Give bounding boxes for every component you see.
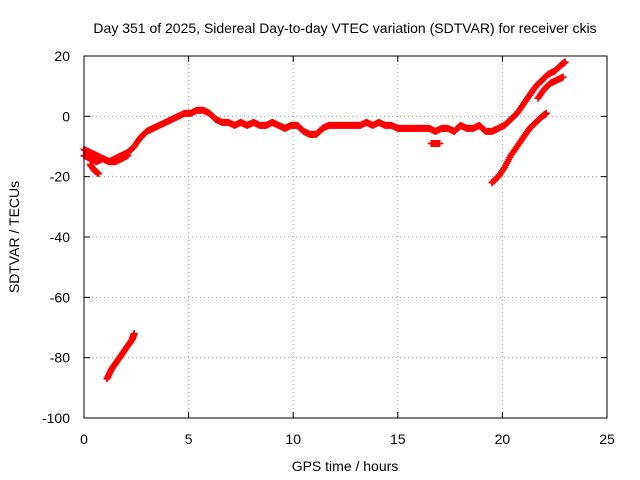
x-axis-label: GPS time / hours: [292, 458, 399, 474]
data-point: [499, 165, 507, 173]
x-tick-label: 5: [185, 431, 193, 447]
y-tick-label: 0: [62, 108, 70, 124]
x-tick-label: 20: [495, 431, 511, 447]
ticks: 0 5 10 15 20 25 -100 -80 -60 -40 -20 0 20: [42, 48, 615, 447]
data-point: [95, 170, 103, 178]
y-tick-label: -80: [50, 350, 70, 366]
series-5: [103, 330, 138, 383]
y-axis-label: SDTVAR / TECUs: [6, 181, 22, 293]
y-tick-label: -100: [42, 410, 70, 426]
data-point: [542, 109, 550, 117]
series-0: [80, 58, 569, 166]
series-1: [80, 146, 132, 166]
data-point: [561, 58, 569, 66]
y-tick-label: 20: [54, 48, 70, 64]
data-point: [130, 330, 138, 338]
x-tick-label: 0: [80, 431, 88, 447]
y-tick-label: -20: [50, 169, 70, 185]
series-2: [86, 161, 103, 178]
x-tick-label: 25: [599, 431, 615, 447]
series-4: [534, 73, 567, 102]
y-tick-label: -60: [50, 289, 70, 305]
data-point: [124, 152, 132, 160]
x-tick-label: 15: [390, 431, 406, 447]
series-6: [488, 109, 550, 187]
data-point: [559, 73, 567, 81]
series-3: [427, 139, 444, 147]
data-point: [436, 139, 444, 147]
x-tick-label: 10: [285, 431, 301, 447]
data-points: [80, 58, 569, 383]
y-tick-label: -40: [50, 229, 70, 245]
chart-title: Day 351 of 2025, Sidereal Day-to-day VTE…: [93, 20, 596, 36]
